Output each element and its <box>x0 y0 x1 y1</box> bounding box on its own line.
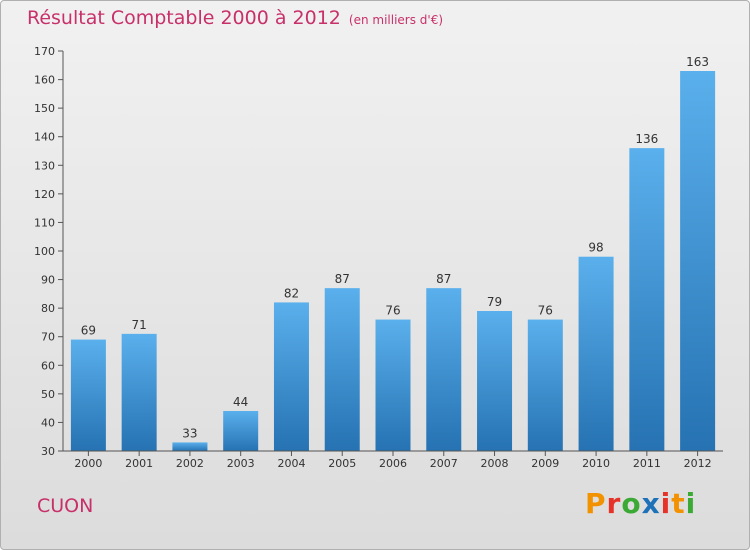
x-tick-label-2005: 2005 <box>328 457 356 470</box>
y-tick-label: 50 <box>41 388 55 401</box>
y-axis: 30 40 50 60 70 80 90 100 110 120 130 140 150 160 170 <box>34 45 64 458</box>
x-tick-label-2007: 2007 <box>430 457 458 470</box>
bar-2010 <box>578 256 614 451</box>
data-label-2002: 33 <box>182 426 197 440</box>
y-tick-label: 40 <box>41 416 55 429</box>
x-tick-label-2003: 2003 <box>227 457 255 470</box>
logo-letter: o <box>621 487 642 520</box>
data-label-2008: 79 <box>487 295 502 309</box>
logo-letter: x <box>641 487 661 520</box>
data-label-2010: 98 <box>588 241 603 255</box>
y-tick-label: 170 <box>34 45 55 58</box>
bar-2004 <box>273 302 309 451</box>
data-label-2004: 82 <box>284 286 299 300</box>
y-tick-label: 30 <box>41 445 55 458</box>
chart-subtitle: (en milliers d'€) <box>348 13 444 27</box>
x-tick-label-2004: 2004 <box>277 457 305 470</box>
y-tick-label: 70 <box>41 331 55 344</box>
x-tick-label-2010: 2010 <box>582 457 610 470</box>
y-tick-label: 110 <box>34 216 55 229</box>
logo-letter: t <box>671 487 686 520</box>
bar-2008 <box>477 311 513 451</box>
bar-2006 <box>375 319 411 451</box>
y-tick-label: 60 <box>41 359 55 372</box>
logo-letter: i <box>685 487 697 520</box>
chart-title: Résultat Comptable 2000 à 2012 (en millie… <box>27 7 443 29</box>
x-tick-label-2002: 2002 <box>176 457 204 470</box>
bar-2007 <box>426 288 462 451</box>
bar-2002 <box>172 442 208 451</box>
x-tick-label-2006: 2006 <box>379 457 407 470</box>
y-tick-label: 150 <box>34 102 55 115</box>
data-label-2005: 87 <box>335 272 350 286</box>
y-tick-label: 90 <box>41 274 55 287</box>
bar-2000 <box>70 339 106 451</box>
bar-2009 <box>527 319 563 451</box>
bar-2003 <box>223 411 259 451</box>
logo-letter: P <box>585 487 607 520</box>
data-label-2003: 44 <box>233 395 248 409</box>
y-tick-label: 160 <box>34 74 55 87</box>
x-axis: 2000 2001 2002 2003 2004 2005 2006 2007 2008 2009… <box>63 450 723 470</box>
x-tick-label-2008: 2008 <box>481 457 509 470</box>
bars: 69 71 33 44 82 87 76 87 79 76 98 136 163 <box>70 55 716 451</box>
logo-letter: r <box>606 487 622 520</box>
logo-letter: i <box>660 487 672 520</box>
data-label-2012: 163 <box>686 55 709 69</box>
y-tick-label: 120 <box>34 188 55 201</box>
bar-2011 <box>629 148 665 451</box>
x-tick-label-2009: 2009 <box>531 457 559 470</box>
data-label-2006: 76 <box>385 304 400 318</box>
y-tick-label: 130 <box>34 159 55 172</box>
bar-2012 <box>680 71 716 451</box>
x-tick-label-2000: 2000 <box>74 457 102 470</box>
data-label-2001: 71 <box>132 318 147 332</box>
x-tick-label-2012: 2012 <box>684 457 712 470</box>
bar-2001 <box>121 333 157 451</box>
data-label-2011: 136 <box>635 132 658 146</box>
y-tick-label: 100 <box>34 245 55 258</box>
data-label-2007: 87 <box>436 272 451 286</box>
data-label-2000: 69 <box>81 324 96 338</box>
data-label-2009: 76 <box>538 304 553 318</box>
commune-name: CUON <box>37 495 94 517</box>
chart-title-text: Résultat Comptable 2000 à 2012 <box>27 7 341 29</box>
proxiti-logo[interactable]: Proxiti <box>585 487 696 520</box>
bar-2005 <box>324 288 360 451</box>
y-tick-label: 80 <box>41 302 55 315</box>
x-tick-label-2011: 2011 <box>633 457 661 470</box>
x-tick-label-2001: 2001 <box>125 457 153 470</box>
y-tick-label: 140 <box>34 131 55 144</box>
